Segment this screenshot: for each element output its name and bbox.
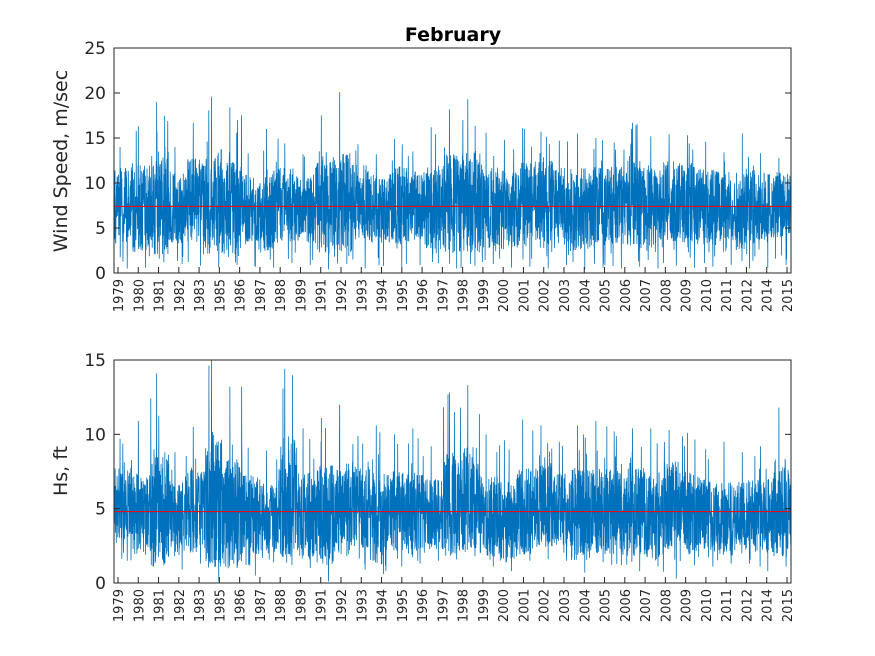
x-tick-label: 1980	[132, 279, 147, 312]
x-tick-label: 1979	[112, 589, 127, 622]
x-tick-label: 2015	[781, 589, 796, 622]
x-tick-label: 1991	[315, 279, 330, 312]
x-tick-label: 1992	[335, 279, 350, 312]
x-tick-label: 1995	[396, 279, 411, 312]
x-tick-label: 2005	[599, 589, 614, 622]
x-tick-label: 2014	[761, 279, 776, 312]
wave-height-y-ticks: 0 5 10 15	[84, 351, 791, 594]
x-tick-label: 1994	[376, 589, 391, 622]
x-tick-label: 1988	[274, 279, 289, 312]
x-tick-label: 2005	[599, 279, 614, 312]
x-tick-label: 1983	[193, 279, 208, 312]
x-tick-label: 1985	[213, 589, 228, 622]
x-tick-label: 2008	[659, 279, 674, 312]
x-tick-label: 2012	[740, 589, 755, 622]
x-tick-label: 1987	[254, 589, 269, 622]
x-tick-label: 2015	[781, 279, 796, 312]
x-tick-label: 1998	[457, 589, 472, 622]
x-tick-label: 1998	[457, 279, 472, 312]
x-tick-label: 1981	[153, 589, 168, 622]
x-tick-label: 2010	[700, 589, 715, 622]
x-tick-label: 1997	[436, 279, 451, 312]
x-tick-label: 2003	[558, 589, 573, 622]
x-tick-label: 2012	[740, 279, 755, 312]
x-tick-label: 2002	[538, 589, 553, 622]
y-tick-label: 0	[95, 574, 106, 594]
x-tick-label: 2004	[578, 589, 593, 622]
x-tick-label: 1993	[355, 279, 370, 312]
wind-speed-y-label: Wind Speed, m/sec	[50, 70, 72, 252]
x-tick-label: 1994	[376, 279, 391, 312]
x-tick-label: 1983	[193, 589, 208, 622]
x-tick-label: 1982	[173, 589, 188, 622]
x-tick-label: 2007	[639, 589, 654, 622]
y-tick-label: 15	[84, 129, 106, 149]
x-tick-label: 2003	[558, 279, 573, 312]
x-tick-label: 2000	[497, 279, 512, 312]
y-tick-label: 15	[84, 351, 106, 371]
x-tick-label: 2008	[659, 589, 674, 622]
x-tick-label: 2010	[700, 279, 715, 312]
wind-speed-y-ticks: 0 5 10 15 20 25	[84, 39, 791, 284]
x-tick-label: 1979	[112, 279, 127, 312]
x-tick-label: 1996	[416, 589, 431, 622]
x-tick-label: 1986	[234, 279, 249, 312]
y-tick-label: 5	[95, 219, 106, 239]
x-tick-label: 1980	[132, 589, 147, 622]
y-tick-label: 5	[95, 500, 106, 520]
wind-speed-x-ticks: 1979 1980 1981 1982 1983 1985 1986 1987 1988 1989…	[112, 267, 796, 312]
x-tick-label: 2009	[680, 589, 695, 622]
x-tick-label: 1991	[315, 589, 330, 622]
x-tick-label: 1997	[436, 589, 451, 622]
x-tick-label: 1989	[294, 279, 309, 312]
wave-height-axes-frame	[113, 359, 792, 584]
wave-height-x-ticks: 1979 1980 1981 1982 1983 1985 1986 1987 1988 1989…	[112, 577, 796, 622]
x-tick-label: 2001	[517, 589, 532, 622]
y-tick-label: 0	[95, 264, 106, 284]
x-tick-label: 1999	[477, 589, 492, 622]
x-tick-label: 1982	[173, 279, 188, 312]
x-tick-label: 1986	[234, 589, 249, 622]
wind-speed-series	[113, 92, 792, 270]
x-tick-label: 2002	[538, 279, 553, 312]
x-tick-label: 2007	[639, 279, 654, 312]
y-tick-label: 25	[84, 39, 106, 59]
series-line	[113, 92, 792, 270]
y-tick-label: 20	[84, 84, 106, 104]
wave-height-y-label: Hs, ft	[50, 446, 72, 496]
x-tick-label: 2000	[497, 589, 512, 622]
x-tick-label: 1981	[153, 279, 168, 312]
chart-title: February	[405, 24, 502, 46]
x-tick-label: 2014	[761, 589, 776, 622]
x-tick-label: 2006	[619, 279, 634, 312]
y-tick-label: 10	[84, 425, 106, 445]
x-tick-label: 1995	[396, 589, 411, 622]
x-tick-label: 1996	[416, 279, 431, 312]
y-tick-label: 10	[84, 174, 106, 194]
x-tick-label: 2006	[619, 589, 634, 622]
x-tick-label: 1993	[355, 589, 370, 622]
x-tick-label: 1992	[335, 589, 350, 622]
x-tick-label: 1989	[294, 589, 309, 622]
x-tick-label: 1987	[254, 279, 269, 312]
x-tick-label: 1988	[274, 589, 289, 622]
series-line	[113, 359, 792, 582]
x-tick-label: 2001	[517, 279, 532, 312]
x-tick-label: 2011	[720, 589, 735, 622]
x-tick-label: 2011	[720, 279, 735, 312]
wave-height-series	[113, 359, 792, 582]
x-tick-label: 2004	[578, 279, 593, 312]
x-tick-label: 1999	[477, 279, 492, 312]
wind-speed-axes-frame	[113, 47, 792, 274]
x-tick-label: 1985	[213, 279, 228, 312]
x-tick-label: 2009	[680, 279, 695, 312]
